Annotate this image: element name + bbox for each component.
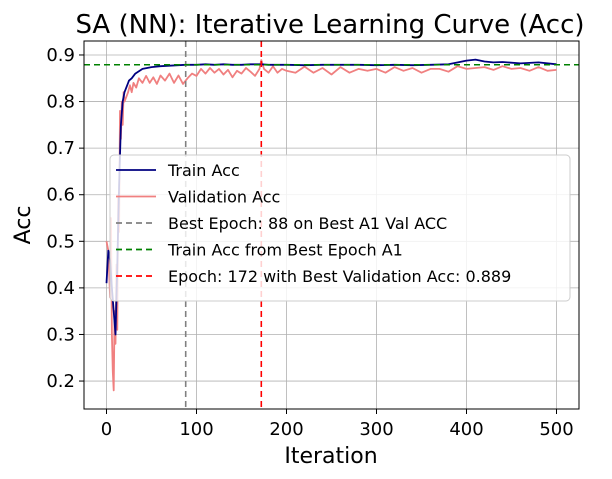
y-tick-label: 0.6	[46, 185, 75, 206]
x-tick-label: 100	[179, 419, 213, 440]
legend-label: Train Acc	[167, 161, 240, 180]
x-tick-label: 0	[101, 419, 112, 440]
y-axis-label: Acc	[11, 206, 36, 245]
x-axis-ticks: 0 100 200 300 400 500	[101, 409, 574, 440]
x-tick-label: 200	[269, 419, 303, 440]
x-tick-label: 500	[539, 419, 573, 440]
y-tick-label: 0.3	[46, 324, 75, 345]
y-tick-label: 0.2	[46, 371, 75, 392]
y-tick-label: 0.7	[46, 138, 75, 159]
x-tick-label: 400	[449, 419, 483, 440]
plot-frame	[83, 40, 580, 410]
legend-label: Validation Acc	[168, 188, 280, 207]
legend-box	[109, 154, 571, 302]
y-axis-ticks: 0.2 0.3 0.4 0.5 0.6 0.7 0.8 0.9	[46, 45, 84, 392]
x-tick-label: 300	[359, 419, 393, 440]
legend: Train Acc Validation Acc Best Epoch: 88 on…	[109, 154, 571, 302]
legend-label: Best Epoch: 88 on Best A1 Val ACC	[168, 214, 447, 233]
legend-label: Train Acc from Best Epoch A1	[167, 241, 403, 260]
x-axis-label: Iteration	[284, 444, 377, 469]
y-tick-label: 0.5	[46, 231, 75, 252]
y-tick-label: 0.8	[46, 92, 75, 113]
y-tick-label: 0.9	[46, 45, 75, 66]
y-tick-label: 0.4	[46, 278, 75, 299]
legend-label: Epoch: 172 with Best Validation Acc: 0.8…	[168, 267, 511, 286]
chart-title: SA (NN): Iterative Learning Curve (Acc)	[75, 10, 584, 40]
